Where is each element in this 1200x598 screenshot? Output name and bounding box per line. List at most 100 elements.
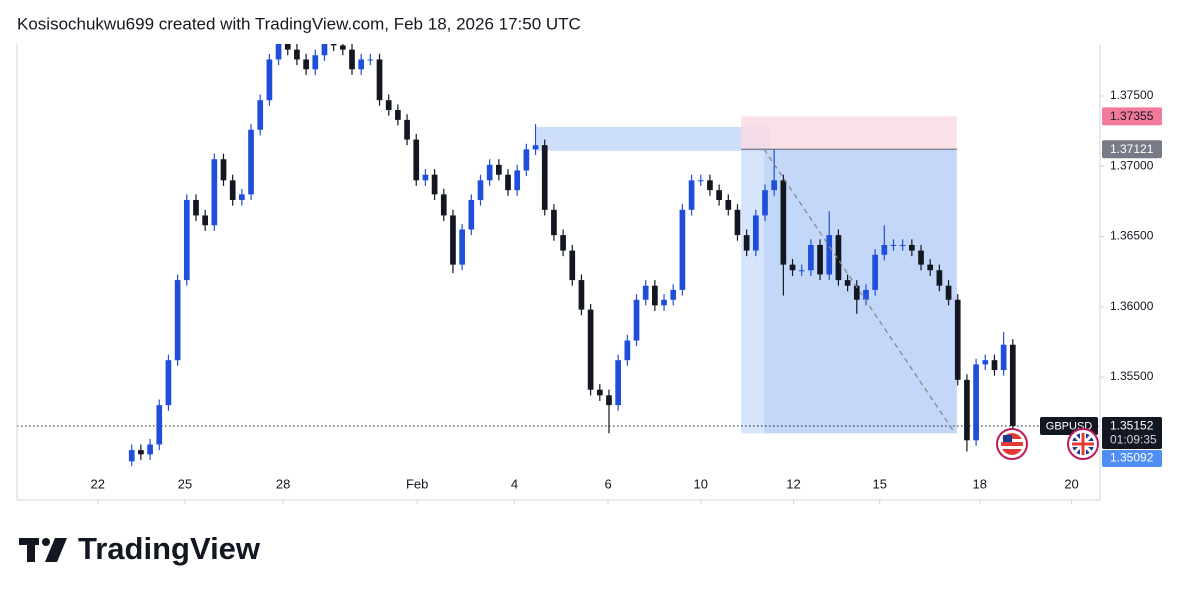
x-tick-label: 28 <box>276 476 290 491</box>
y-tick-label: 1.37000 <box>1110 158 1154 172</box>
y-tick-label: 1.36000 <box>1110 299 1154 313</box>
candle-body <box>624 340 631 361</box>
candle-body <box>1000 344 1007 371</box>
candle-body <box>670 289 677 300</box>
candle-body <box>358 59 365 70</box>
candle-body <box>569 250 576 281</box>
candle-body <box>147 444 153 455</box>
zone <box>536 126 770 151</box>
candle-body <box>899 244 906 246</box>
x-tick-label: 6 <box>604 476 611 491</box>
candle-body <box>239 194 245 200</box>
x-tick-label: 4 <box>511 476 518 491</box>
candle-body <box>716 190 722 200</box>
candle-body <box>863 289 869 300</box>
candle-body <box>294 49 300 60</box>
candle-body <box>743 235 750 251</box>
header: Kosisochukwu699 created with TradingView… <box>17 14 581 33</box>
entry-label-box <box>1102 140 1162 159</box>
candle-body <box>560 235 566 251</box>
candle-body <box>266 59 273 101</box>
x-tick-label: 22 <box>91 476 105 491</box>
candle-body <box>936 270 943 286</box>
stop-label: 1.37355 <box>1110 109 1154 123</box>
candle-body <box>587 309 594 390</box>
candle-body <box>404 119 410 140</box>
candle-body <box>349 49 355 70</box>
candle-body <box>303 59 309 70</box>
candle-body <box>440 194 447 216</box>
candle-body <box>211 159 218 226</box>
candle-body <box>808 244 814 271</box>
x-tick-label: 20 <box>1064 476 1078 491</box>
candle-body <box>734 209 741 236</box>
candle-body <box>220 159 227 181</box>
candle-body <box>486 164 493 181</box>
axes: 1.35500 1.36000 1.36500 1.37000 1.37500 22 25 2… <box>91 88 1162 504</box>
y-tick-label: 1.35500 <box>1110 369 1154 383</box>
candle-body <box>679 209 686 290</box>
candle-body <box>202 215 208 226</box>
candle-body <box>312 55 319 70</box>
last-price-box <box>1102 416 1162 449</box>
event-icon <box>996 428 1028 460</box>
candle-body <box>275 44 282 60</box>
candle-body <box>229 180 236 200</box>
candle-body <box>477 180 484 200</box>
low-price-label: 1.35092 <box>1110 451 1154 465</box>
candle-body <box>156 405 163 445</box>
candle-body <box>183 199 190 281</box>
candle-body <box>945 285 952 300</box>
candle-body <box>798 270 805 272</box>
position-profit-active <box>764 149 957 434</box>
candle-body <box>789 264 796 271</box>
candle-body <box>853 285 860 300</box>
candle-body <box>752 215 759 251</box>
candle-body <box>771 180 778 191</box>
candle-body <box>174 280 181 361</box>
candle-body <box>982 360 989 365</box>
candle-body <box>376 59 383 101</box>
candle-body <box>780 180 787 265</box>
candle-body <box>165 360 172 406</box>
plot-area <box>17 44 1100 466</box>
candle-body <box>762 190 768 216</box>
candle-body <box>514 170 521 191</box>
candle-body <box>918 250 924 265</box>
candle-body <box>385 100 392 111</box>
last-price-label: 1.35152 <box>1110 419 1154 433</box>
countdown: 01:09:35 <box>1110 433 1157 447</box>
candle-body <box>495 164 502 175</box>
x-tick-label: 15 <box>872 476 886 491</box>
candle-body <box>817 244 823 275</box>
candle-body <box>284 44 291 50</box>
x-tick-label: 25 <box>178 476 192 491</box>
candle-body <box>725 199 732 210</box>
candle-body <box>909 244 915 251</box>
candle-body <box>541 145 548 210</box>
candle-body <box>413 139 420 181</box>
candle-body <box>367 59 374 61</box>
candle-body <box>450 215 456 265</box>
candle-body <box>872 254 878 290</box>
candle-body <box>395 110 401 120</box>
entry-label: 1.37121 <box>1110 142 1154 156</box>
event-icon <box>1067 428 1099 460</box>
candle-body <box>652 285 658 306</box>
logo-text: TradingView <box>78 531 261 566</box>
candle-body <box>468 199 475 230</box>
candle-body <box>697 180 704 182</box>
candle-body <box>707 180 713 191</box>
candle-body <box>964 379 970 441</box>
candle-body <box>505 174 511 191</box>
candle-body <box>532 145 539 150</box>
y-tick-label: 1.36500 <box>1110 229 1154 243</box>
candle-body <box>523 149 530 171</box>
candle-body <box>890 244 897 246</box>
trend-line <box>763 148 956 434</box>
candle-body <box>248 129 254 195</box>
x-tick-label: 18 <box>973 476 987 491</box>
candle-body <box>128 450 135 462</box>
y-tick-label: 1.37500 <box>1110 88 1154 102</box>
